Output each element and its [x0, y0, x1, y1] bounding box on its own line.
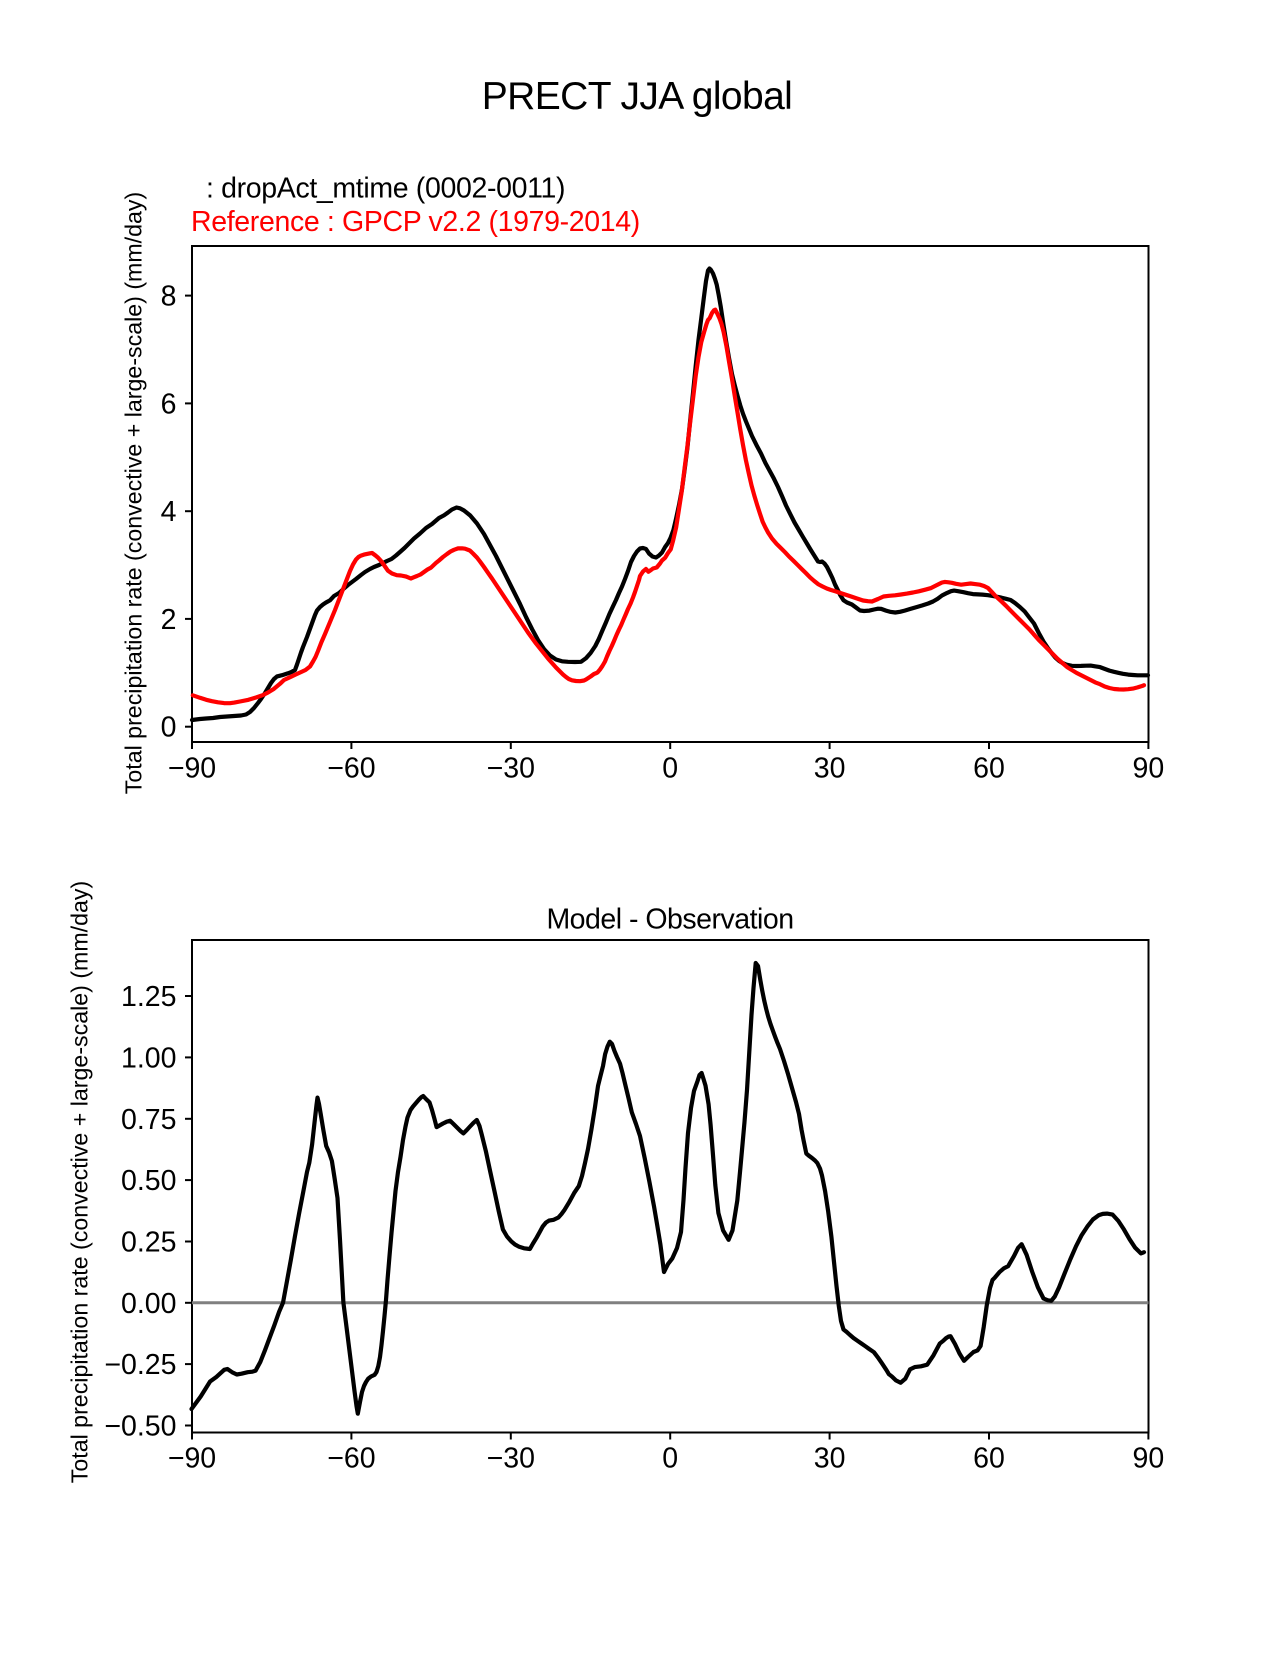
- svg-text:PRECT JJA global: PRECT JJA global: [482, 75, 793, 118]
- svg-text:Total precipitation rate (conv: Total precipitation rate (convective + l…: [67, 881, 93, 1483]
- svg-text:30: 30: [814, 753, 846, 785]
- svg-text:90: 90: [1133, 753, 1165, 785]
- svg-text:−30: −30: [487, 1443, 535, 1475]
- svg-text:0.25: 0.25: [121, 1227, 176, 1259]
- svg-text:60: 60: [973, 753, 1005, 785]
- svg-text:0: 0: [662, 753, 678, 785]
- svg-text:2: 2: [161, 604, 177, 636]
- svg-text:−90: −90: [168, 753, 216, 785]
- svg-text:4: 4: [161, 496, 177, 528]
- svg-text:0: 0: [662, 1443, 678, 1475]
- svg-text:8: 8: [161, 281, 177, 313]
- svg-text:60: 60: [973, 1443, 1005, 1475]
- svg-text:1.25: 1.25: [121, 981, 176, 1013]
- svg-text:Model - Observation: Model - Observation: [546, 904, 793, 936]
- svg-text:0.75: 0.75: [121, 1104, 176, 1136]
- svg-text:90: 90: [1133, 1443, 1165, 1475]
- svg-text:−30: −30: [487, 753, 535, 785]
- svg-text:0.00: 0.00: [121, 1288, 176, 1320]
- svg-text:−60: −60: [327, 753, 375, 785]
- svg-text:−90: −90: [168, 1443, 216, 1475]
- svg-text:−0.25: −0.25: [104, 1349, 176, 1381]
- svg-text:: dropAct_mtime (0002-0011): : dropAct_mtime (0002-0011): [206, 173, 565, 205]
- svg-text:30: 30: [814, 1443, 846, 1475]
- svg-text:Total precipitation rate (conv: Total precipitation rate (convective + l…: [121, 192, 147, 794]
- svg-text:−0.50: −0.50: [104, 1411, 176, 1443]
- svg-text:6: 6: [161, 388, 177, 420]
- svg-text:−60: −60: [327, 1443, 375, 1475]
- svg-text:0.50: 0.50: [121, 1165, 176, 1197]
- svg-text:0: 0: [161, 712, 177, 744]
- svg-text:Reference : GPCP v2.2 (1979-20: Reference : GPCP v2.2 (1979-2014): [191, 206, 640, 238]
- svg-text:1.00: 1.00: [121, 1042, 176, 1074]
